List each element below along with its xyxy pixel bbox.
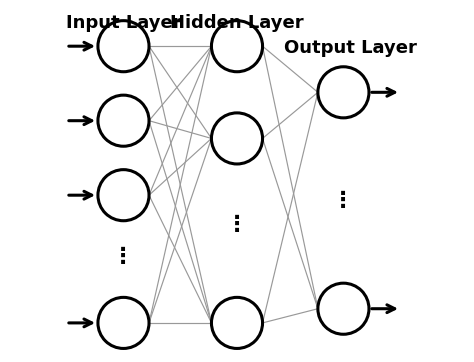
Circle shape xyxy=(318,283,369,334)
Text: Hidden Layer: Hidden Layer xyxy=(170,14,304,32)
Circle shape xyxy=(98,21,149,72)
Circle shape xyxy=(211,21,263,72)
Text: ⋮: ⋮ xyxy=(226,215,248,235)
Text: Output Layer: Output Layer xyxy=(284,39,417,57)
Circle shape xyxy=(98,170,149,221)
Circle shape xyxy=(98,95,149,146)
Text: Input Layer: Input Layer xyxy=(66,14,181,32)
Text: ⋮: ⋮ xyxy=(112,247,135,267)
Circle shape xyxy=(318,67,369,118)
Circle shape xyxy=(211,297,263,349)
Text: ⋮: ⋮ xyxy=(332,190,355,211)
Circle shape xyxy=(211,113,263,164)
Circle shape xyxy=(98,297,149,349)
